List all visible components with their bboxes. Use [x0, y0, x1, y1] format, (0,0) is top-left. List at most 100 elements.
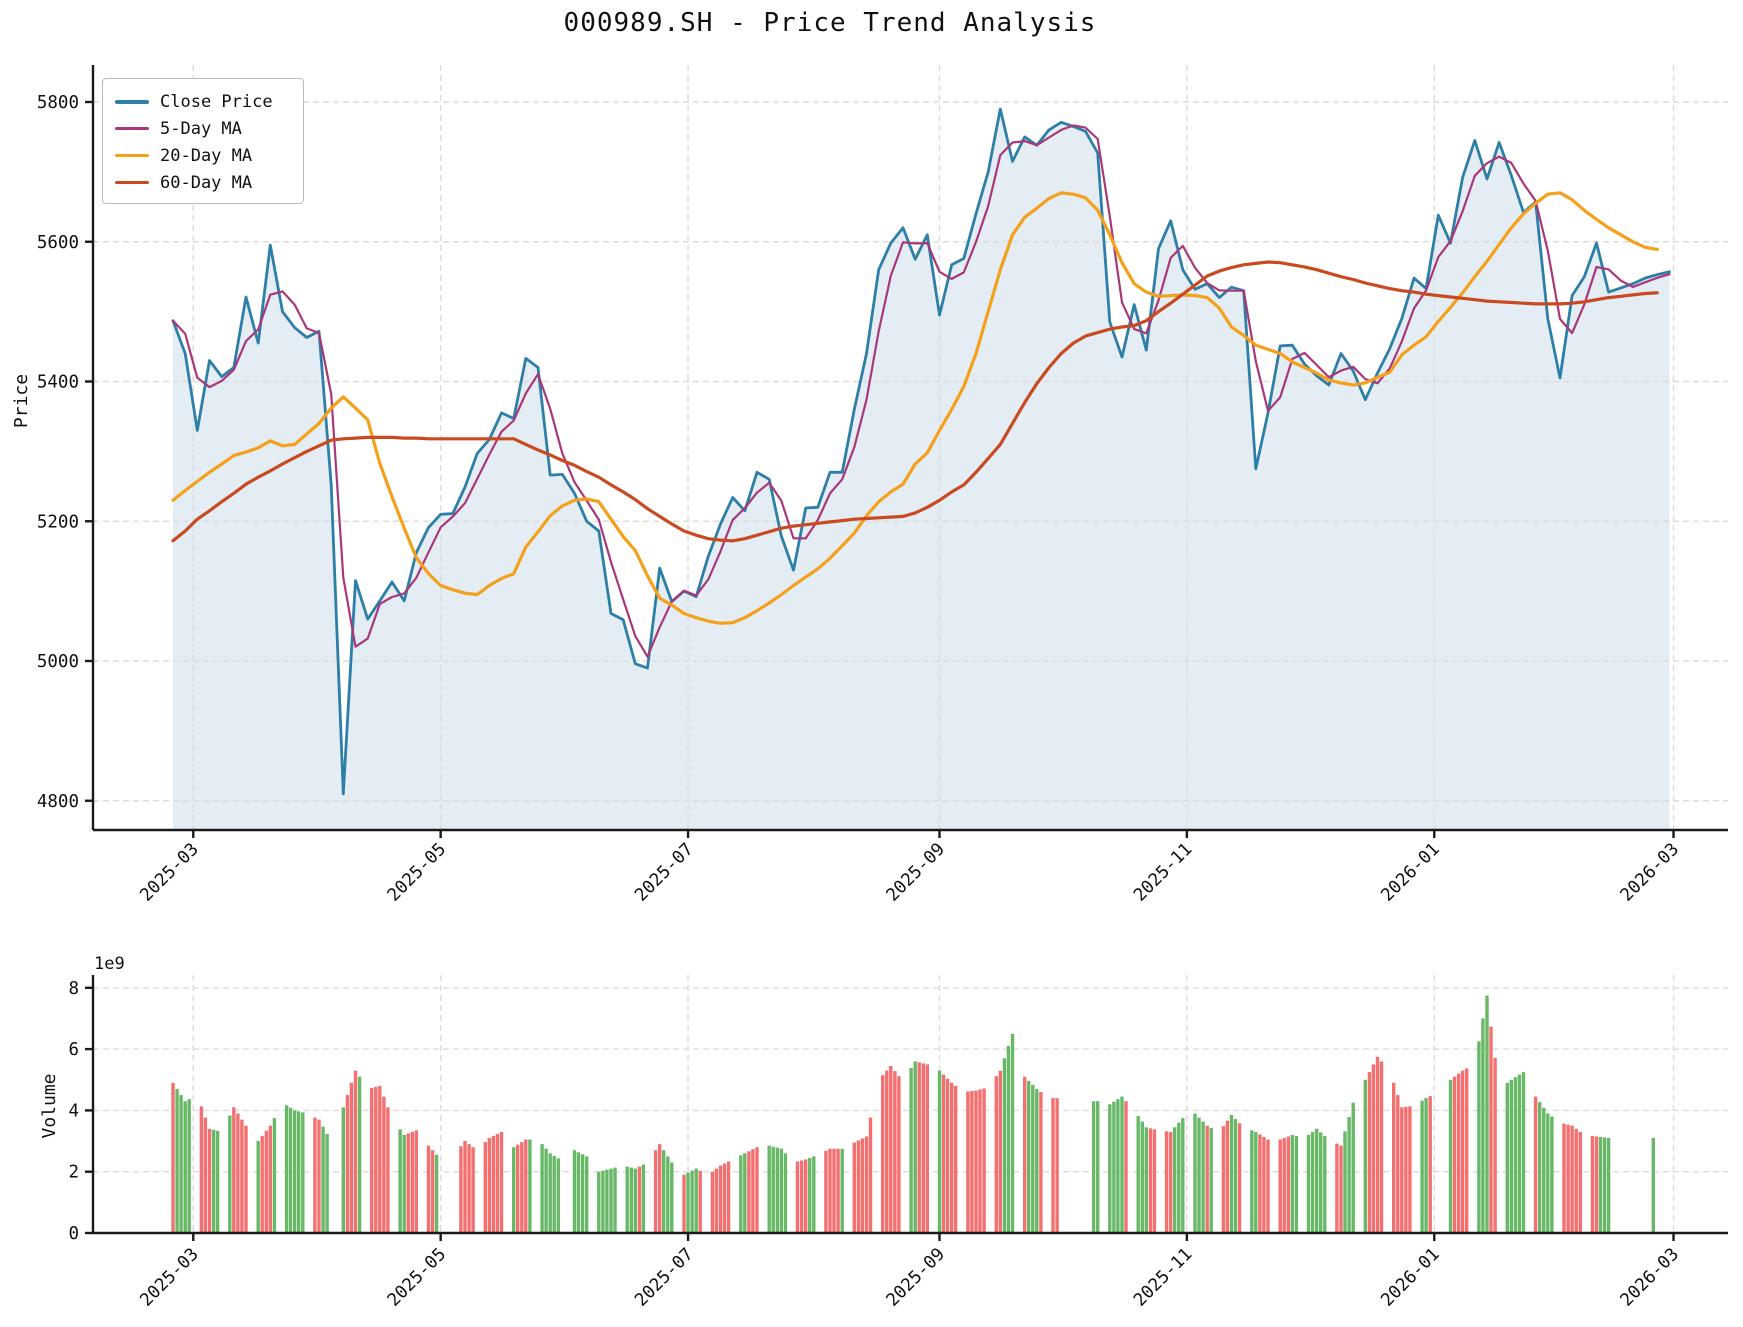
volume-bar-down	[1294, 1135, 1299, 1233]
volume-bar-down	[1209, 1127, 1213, 1233]
volume-bar-up	[974, 1090, 978, 1233]
volume-bar-down	[767, 1145, 771, 1233]
volume-bar-up	[414, 1130, 418, 1233]
volume-bar-down	[1197, 1117, 1201, 1233]
volume-bar-down	[1010, 1033, 1015, 1233]
volume-bar-down	[1363, 1079, 1367, 1234]
volume-bar-up	[313, 1117, 317, 1233]
volume-bar-down	[1181, 1118, 1185, 1233]
volume-bar-down	[601, 1170, 605, 1233]
volume-bar-up	[1396, 1095, 1400, 1233]
volume-bar-down	[694, 1168, 698, 1233]
volume-bar-down	[528, 1139, 532, 1233]
ma5-line-swatch	[115, 127, 149, 130]
volume-bar-down	[597, 1171, 601, 1233]
volume-bar-down	[641, 1164, 646, 1233]
volume-bar-up	[1367, 1072, 1372, 1233]
volume-bar-down	[1108, 1104, 1112, 1233]
volume-bar-up	[1392, 1082, 1396, 1233]
volume-bar-up	[516, 1144, 520, 1233]
volume-bar-down	[1424, 1098, 1428, 1233]
volume-bar-up	[1590, 1135, 1595, 1233]
volume-bar-down	[228, 1115, 232, 1233]
volume-bar-down	[580, 1154, 585, 1233]
volume-bar-up	[1489, 1026, 1493, 1233]
volume-bar-down	[1173, 1127, 1177, 1233]
volume-bar-down	[1550, 1116, 1554, 1233]
volume-bar-down	[512, 1147, 516, 1233]
volume-bar-down	[1323, 1135, 1327, 1233]
volume-bar-up	[491, 1135, 496, 1233]
volume-bar-up	[345, 1095, 350, 1233]
volume-bar-up	[637, 1166, 642, 1233]
volume-bar-down	[1112, 1101, 1116, 1233]
volume-bar-down	[284, 1105, 289, 1233]
volume-bar-up	[998, 1070, 1002, 1233]
volume-bar-down	[1509, 1079, 1513, 1234]
volume-bar-down	[341, 1107, 345, 1233]
volume-bar-up	[1428, 1096, 1432, 1233]
volume-bar-down	[1136, 1116, 1140, 1233]
volume-bar-up	[382, 1096, 386, 1233]
volume-bar-up	[710, 1171, 715, 1233]
volume-bar-up	[374, 1086, 378, 1233]
volume-bar-up	[658, 1144, 662, 1233]
price-xtick-label: 2026-01	[1377, 839, 1443, 905]
price-xtick-label: 2025-09	[883, 839, 949, 905]
volume-bar-down	[187, 1099, 191, 1233]
volume-bar-down	[1546, 1113, 1550, 1233]
volume-bar-up	[426, 1145, 431, 1233]
volume-bar-up	[1148, 1128, 1153, 1233]
volume-bar-down	[840, 1148, 844, 1233]
volume-bar-down	[1091, 1101, 1096, 1233]
volume-bar-down	[1144, 1127, 1148, 1233]
volume-bar-up	[1465, 1068, 1469, 1233]
volume-bar-down	[1002, 1058, 1007, 1233]
volume-bar-up	[941, 1074, 946, 1233]
volume-bar-down	[1517, 1074, 1522, 1233]
volume-bar-up	[832, 1148, 836, 1233]
volume-bar-down	[211, 1129, 216, 1233]
volume-bar-up	[1570, 1125, 1574, 1233]
chart-title: 000989.SH - Price Trend Analysis	[563, 8, 1097, 38]
volume-bar-down	[215, 1130, 220, 1233]
volume-bar-down	[297, 1111, 301, 1233]
volume-bar-down	[1250, 1130, 1254, 1233]
volume-bar-up	[1262, 1137, 1266, 1233]
volume-bar-down	[609, 1168, 613, 1233]
price-ytick-label: 5000	[37, 652, 79, 672]
volume-bar-down	[1477, 1041, 1481, 1233]
volume-bar-down	[1315, 1128, 1319, 1233]
volume-bar-up	[722, 1163, 727, 1233]
volume-bar-down	[1306, 1134, 1311, 1233]
volume-bar-up	[317, 1119, 321, 1233]
volume-bar-down	[670, 1162, 674, 1233]
volume-bar-up	[1566, 1124, 1570, 1233]
volume-bar-down	[771, 1146, 775, 1233]
volume-bar-down	[1310, 1131, 1315, 1233]
volume-bar-up	[1205, 1125, 1209, 1233]
volume-bar-up	[1169, 1131, 1173, 1233]
volume-bar-up	[1371, 1064, 1376, 1233]
volume-bar-up	[268, 1125, 272, 1233]
volume-bar-up	[978, 1089, 982, 1233]
volume-bar-up	[207, 1128, 212, 1233]
legend-label: 20-Day MA	[160, 145, 253, 166]
volume-bar-up	[795, 1161, 800, 1233]
volume-bar-up	[1039, 1092, 1043, 1233]
volume-bar-up	[1578, 1131, 1582, 1233]
ma60-line	[171, 260, 1659, 543]
volume-bar-up	[1237, 1123, 1242, 1233]
volume-bar-down	[666, 1156, 670, 1233]
volume-bar-up	[966, 1091, 970, 1233]
volume-bar-up	[1282, 1138, 1286, 1233]
volume-scale-exponent: 1e9	[94, 954, 125, 974]
volume-bar-down	[1177, 1122, 1181, 1233]
volume-bar-down	[1027, 1080, 1031, 1233]
volume-bar-down	[321, 1126, 325, 1233]
volume-bar-down	[293, 1110, 297, 1233]
legend: Close Price 5-Day MA 20-Day MA 60-Day MA	[102, 78, 304, 204]
volume-bar-up	[994, 1076, 998, 1233]
legend-label: 60-Day MA	[160, 172, 253, 193]
volume-bar-down	[1233, 1119, 1238, 1233]
